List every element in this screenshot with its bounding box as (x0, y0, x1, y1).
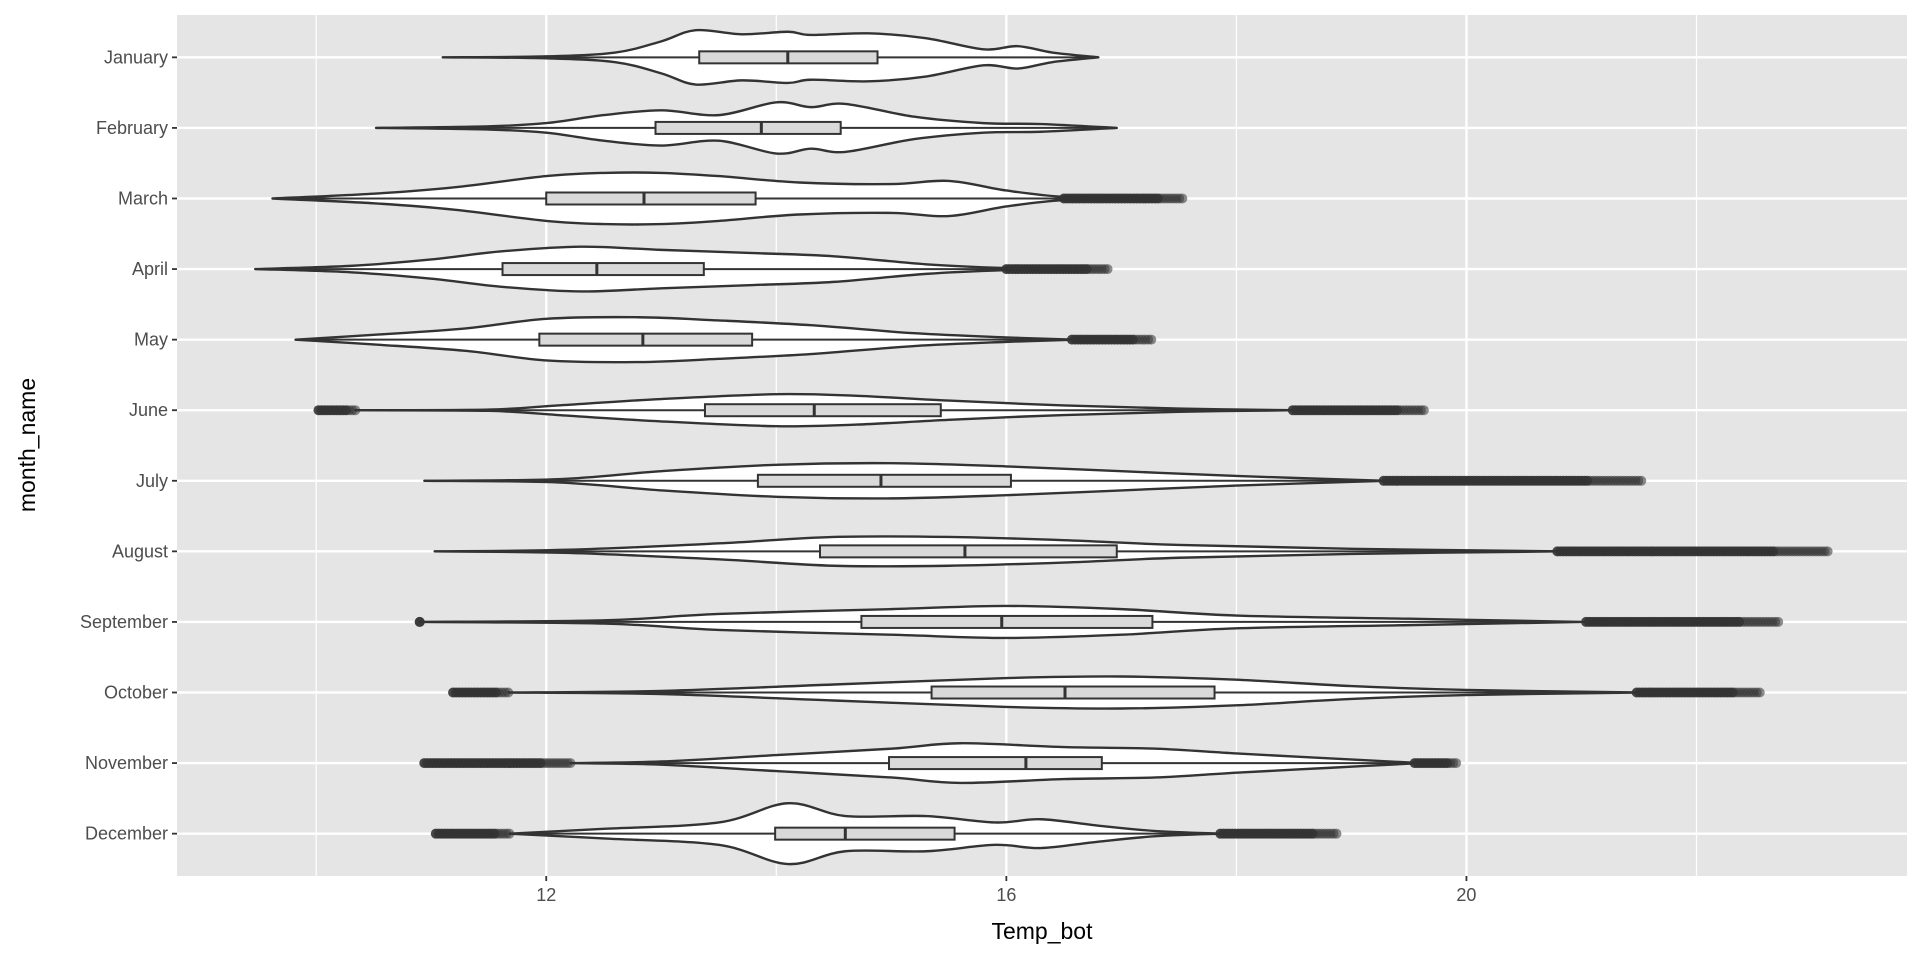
outlier-point (1102, 264, 1113, 275)
y-tick-label: January (104, 47, 168, 67)
box (818, 544, 1118, 559)
box (888, 756, 1103, 771)
y-axis: January February March April May June July Augu… (80, 47, 177, 844)
outlier-point (1636, 475, 1647, 486)
outlier-point (1822, 546, 1833, 557)
violin-group-september (414, 604, 1784, 640)
outlier-point (414, 616, 425, 627)
violin-group-january (441, 28, 1100, 86)
outlier-point (1177, 193, 1188, 204)
box (501, 262, 705, 277)
box (654, 120, 842, 135)
y-tick-label: October (104, 683, 168, 703)
y-tick-label: July (136, 471, 168, 491)
outlier-point (1418, 405, 1429, 416)
y-tick-label: November (85, 753, 168, 773)
x-tick-label: 12 (536, 885, 556, 905)
box (774, 826, 956, 841)
violin-group-february (374, 100, 1118, 155)
violin-group-april (254, 245, 1113, 293)
x-axis-title: Temp_bot (991, 918, 1093, 944)
violin-group-october (448, 675, 1765, 710)
box (930, 685, 1216, 700)
y-tick-label: April (132, 259, 168, 279)
outlier-point (1331, 828, 1342, 839)
outlier-point (350, 405, 361, 416)
violin-group-november (419, 742, 1462, 785)
box (545, 191, 757, 206)
y-tick-label: December (85, 824, 168, 844)
outlier-point (504, 828, 515, 839)
violin-group-august (433, 535, 1833, 568)
y-tick-label: March (118, 188, 168, 208)
box (756, 473, 1012, 488)
x-axis: 12 16 20 (536, 876, 1476, 905)
y-tick-label: February (96, 118, 168, 138)
x-tick-label: 16 (996, 885, 1016, 905)
violins (254, 28, 1833, 866)
box (860, 614, 1154, 629)
violin-group-july (423, 461, 1647, 500)
violin-group-june (313, 392, 1429, 428)
violin-group-december (430, 802, 1342, 866)
box (703, 403, 942, 418)
outlier-point (1773, 616, 1784, 627)
y-tick-label: May (134, 330, 168, 350)
y-tick-label: June (129, 400, 168, 420)
y-axis-title: month_name (14, 378, 40, 512)
outlier-point (565, 758, 576, 769)
x-tick-label: 20 (1456, 885, 1476, 905)
violin-group-may (294, 315, 1157, 364)
outlier-point (503, 687, 514, 698)
plot-panel (177, 15, 1907, 876)
y-tick-label: August (112, 541, 168, 561)
outlier-point (1754, 687, 1765, 698)
box (538, 332, 754, 347)
y-tick-label: September (80, 612, 168, 632)
outlier-point (1451, 758, 1462, 769)
violin-group-march (271, 171, 1188, 226)
outlier-point (1146, 334, 1157, 345)
